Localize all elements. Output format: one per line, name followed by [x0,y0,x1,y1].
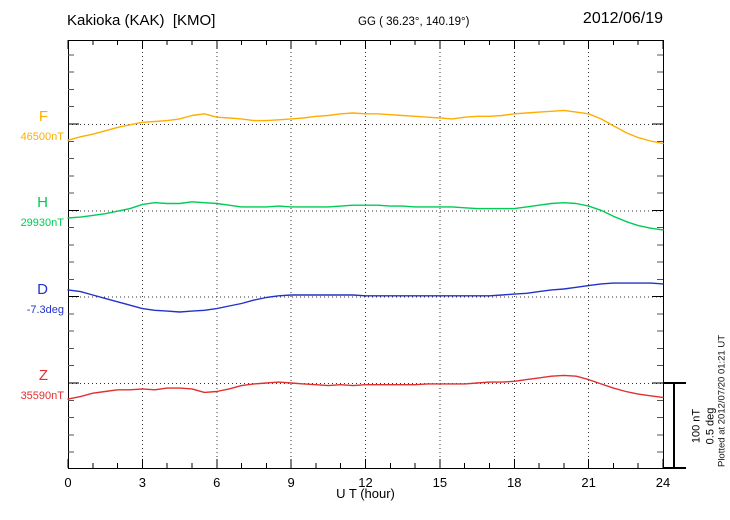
channel-reference-D: -7.3deg [26,303,64,316]
x-tick-label-21: 21 [581,475,596,490]
x-tick-label-24: 24 [655,475,671,490]
channel-reference-F: 46500nT [20,131,64,143]
geographic-coordinates: GG ( 36.23°, 140.19°) [358,16,470,28]
station-title: Kakioka (KAK) [KMO] [67,12,216,29]
x-tick-label-3: 3 [138,475,146,490]
scale-bar-label: 100 nT 0.5 deg [690,408,718,445]
trace-H [67,201,664,231]
x-axis-title: U T (hour) [336,486,395,501]
trace-Z [67,374,664,400]
x-tick-label-0: 0 [64,475,72,490]
channel-letter-D: D [37,280,48,298]
channel-letter-F: F [38,108,48,125]
x-tick-label-15: 15 [432,475,448,490]
trace-F [67,109,664,145]
channel-reference-Z: 35590nT [20,390,64,402]
channel-letter-Z: Z [38,367,48,384]
x-tick-label-9: 9 [287,475,295,490]
x-tick-label-6: 6 [213,475,221,490]
channel-letter-H: H [37,194,48,212]
x-tick-label-12: 12 [358,475,373,490]
x-tick-label-18: 18 [507,475,522,490]
plotted-at-timestamp: Plotted at 2012/07/20 01:21 UT [716,334,728,468]
channel-reference-H: 29930nT [20,217,64,230]
scale-label-nt: 100 nT [690,408,703,444]
trace-D [67,282,664,313]
plot-date: 2012/06/19 [582,10,663,27]
